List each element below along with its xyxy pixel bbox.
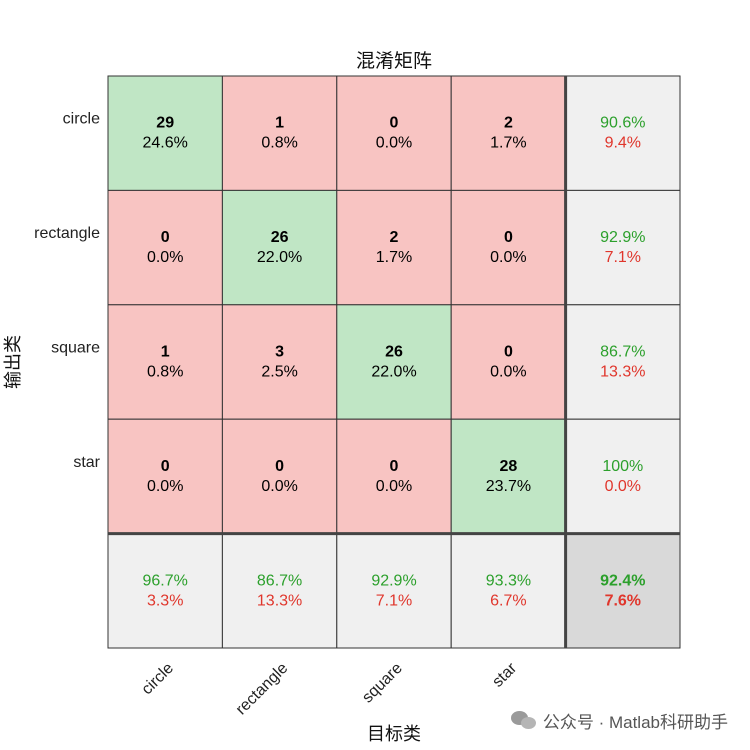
watermark-text: 公众号 · Matlab科研助手 xyxy=(542,713,728,732)
cell-percent: 0.0% xyxy=(147,249,183,266)
cell-percent: 1.7% xyxy=(376,249,412,266)
col-summary-wrong: 13.3% xyxy=(257,592,302,609)
overall-correct: 92.4% xyxy=(600,572,645,589)
cell-percent: 23.7% xyxy=(486,478,531,495)
matrix-cell xyxy=(450,418,567,535)
cell-percent: 0.0% xyxy=(147,478,183,495)
cell-count: 0 xyxy=(161,458,170,475)
cell-count: 1 xyxy=(161,344,170,361)
cell-percent: 0.0% xyxy=(490,364,526,381)
row-summary-correct: 86.7% xyxy=(600,344,645,361)
cell-percent: 24.6% xyxy=(143,135,188,152)
cell-count: 0 xyxy=(504,229,513,246)
x-axis-label: 目标类 xyxy=(367,724,421,745)
matrix-cell xyxy=(107,189,223,306)
cell-count: 28 xyxy=(500,458,518,475)
matrix-cell xyxy=(450,75,567,191)
matrix-cell xyxy=(336,418,452,535)
matrix-cell xyxy=(336,75,452,191)
col-summary-cell xyxy=(450,533,567,649)
y-tick-label: square xyxy=(51,340,100,357)
col-summary-cell xyxy=(107,533,223,649)
matrix-cell xyxy=(107,418,223,535)
cell-count: 2 xyxy=(504,115,513,132)
row-summary-wrong: 9.4% xyxy=(605,135,641,152)
cell-count: 0 xyxy=(275,458,284,475)
matrix-cell xyxy=(221,418,338,535)
cell-percent: 22.0% xyxy=(371,364,416,381)
cell-count: 0 xyxy=(504,344,513,361)
overall-cell xyxy=(565,533,681,649)
row-summary-cell xyxy=(565,75,681,191)
y-tick-label: star xyxy=(73,454,100,471)
cell-count: 0 xyxy=(161,229,170,246)
matrix-cell xyxy=(107,75,223,191)
row-summary-cell xyxy=(565,189,681,306)
row-summary-correct: 92.9% xyxy=(600,229,645,246)
cell-count: 3 xyxy=(275,344,284,361)
x-tick-label: square xyxy=(359,660,406,707)
x-tick-label: rectangle xyxy=(233,660,292,719)
cell-percent: 2.5% xyxy=(261,364,297,381)
col-summary-correct: 86.7% xyxy=(257,572,302,589)
col-summary-cell xyxy=(336,533,452,649)
overall-wrong: 7.6% xyxy=(605,592,641,609)
x-tick-label: circle xyxy=(139,660,178,699)
matrix-cell xyxy=(107,304,223,420)
col-summary-correct: 93.3% xyxy=(486,572,531,589)
y-tick-label: circle xyxy=(63,111,100,128)
col-summary-correct: 92.9% xyxy=(371,572,416,589)
col-summary-cell xyxy=(221,533,338,649)
cell-percent: 0.0% xyxy=(261,478,297,495)
x-tick-label: star xyxy=(489,659,520,690)
col-summary-wrong: 7.1% xyxy=(376,592,412,609)
cell-count: 2 xyxy=(390,229,399,246)
col-summary-wrong: 6.7% xyxy=(490,592,526,609)
y-axis-label: 输出类 xyxy=(3,335,24,389)
y-tick-label: rectangle xyxy=(34,225,100,242)
matrix-cell xyxy=(450,304,567,420)
matrix-cell xyxy=(336,189,452,306)
watermark: 公众号 · Matlab科研助手 xyxy=(510,708,728,733)
matrix-cell xyxy=(221,75,338,191)
row-summary-wrong: 0.0% xyxy=(605,478,641,495)
matrix-cell xyxy=(221,189,338,306)
cell-percent: 1.7% xyxy=(490,135,526,152)
cell-percent: 0.0% xyxy=(490,249,526,266)
row-summary-wrong: 7.1% xyxy=(605,249,641,266)
col-summary-wrong: 3.3% xyxy=(147,592,183,609)
matrix-cell xyxy=(450,189,567,306)
wechat-icon xyxy=(510,710,537,731)
row-summary-cell xyxy=(565,304,681,420)
cell-percent: 0.0% xyxy=(376,135,412,152)
cell-count: 0 xyxy=(390,458,399,475)
chart-title: 混淆矩阵 xyxy=(355,50,432,72)
matrix-cell xyxy=(336,304,452,420)
matrix-cell xyxy=(221,304,338,420)
col-summary-correct: 96.7% xyxy=(143,572,188,589)
cell-count: 0 xyxy=(390,115,399,132)
cell-count: 29 xyxy=(156,115,174,132)
row-summary-wrong: 13.3% xyxy=(600,364,645,381)
row-summary-correct: 90.6% xyxy=(600,115,645,132)
cell-percent: 0.8% xyxy=(147,364,183,381)
row-summary-correct: 100% xyxy=(602,458,643,475)
cell-count: 1 xyxy=(275,115,284,132)
cell-count: 26 xyxy=(385,344,403,361)
row-summary-cell xyxy=(565,418,681,535)
cell-count: 26 xyxy=(271,229,289,246)
cell-percent: 0.0% xyxy=(376,478,412,495)
cell-percent: 0.8% xyxy=(261,135,297,152)
cell-percent: 22.0% xyxy=(257,249,302,266)
